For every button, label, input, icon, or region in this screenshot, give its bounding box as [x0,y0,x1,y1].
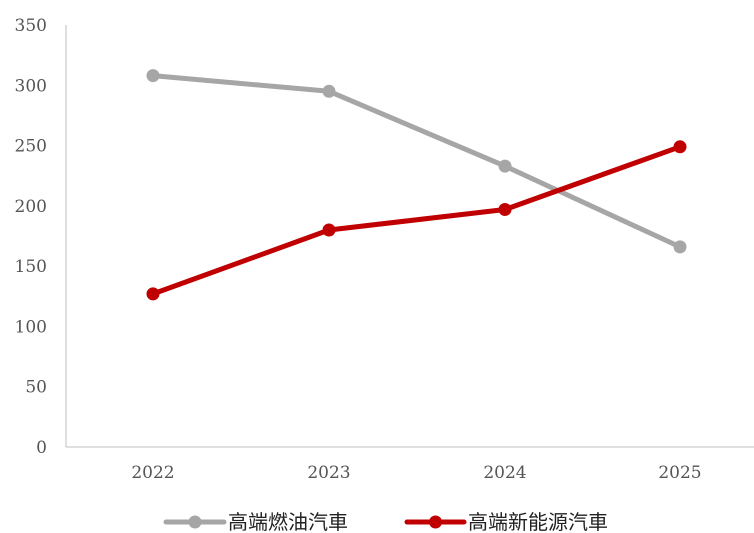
legend-item: 高端燃油汽車 [163,510,348,533]
y-tick-label: 100 [15,317,47,337]
data-point [146,69,160,83]
x-tick-labels: 2022 2023 2024 2025 [131,463,701,483]
legend-label: 高端新能源汽車 [468,510,608,533]
x-tick-label: 2022 [131,463,174,483]
data-point [673,140,687,154]
x-tick-label: 2025 [658,463,701,483]
data-point [673,240,687,254]
legend: 高端燃油汽車 高端新能源汽車 [163,510,608,533]
legend-label: 高端燃油汽車 [228,510,348,533]
series-1 [146,69,687,254]
y-tick-label: 0 [36,438,47,458]
series-layer [146,69,687,301]
data-point [498,203,512,216]
chart-axes [65,25,754,448]
series-line [150,144,683,297]
series-line [150,73,683,250]
y-tick-labels: 0 50 100 150 200 250 300 350 [15,16,47,458]
y-tick-label: 200 [15,197,47,217]
y-tick-label: 50 [25,378,47,398]
legend-swatch-marker [429,515,442,529]
x-tick-label: 2024 [483,463,526,483]
y-tick-label: 150 [15,257,47,277]
y-tick-label: 300 [15,76,47,96]
data-point [322,84,336,98]
data-point [146,287,160,301]
legend-swatch-marker [188,515,202,529]
x-tick-label: 2023 [307,463,350,483]
series-2 [146,140,687,301]
legend-item: 高端新能源汽車 [404,510,608,533]
data-point [322,223,336,237]
data-point [498,159,512,173]
y-tick-label: 350 [15,16,47,36]
y-tick-label: 250 [15,137,47,157]
